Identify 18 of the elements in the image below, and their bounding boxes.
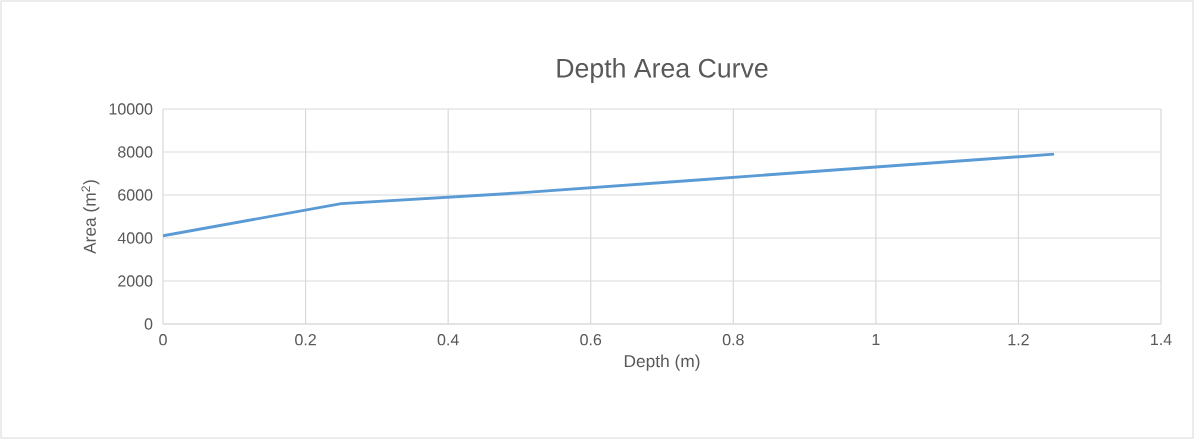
y-tick-label: 10000 bbox=[109, 103, 153, 115]
x-tick-label: 0.6 bbox=[580, 334, 602, 346]
line-series bbox=[163, 152, 1056, 238]
chart-title: Depth Area Curve bbox=[557, 58, 768, 83]
y-axis-title: Area (m$^{2}$) bbox=[81, 180, 100, 254]
y-tick-label: 2000 bbox=[118, 275, 153, 287]
y-tick-label: 4000 bbox=[117, 232, 153, 244]
x-tick-label: 0.4 bbox=[437, 334, 459, 346]
x-axis-title: Depth (m) bbox=[624, 354, 700, 371]
x-tick-label: 1.2 bbox=[1008, 334, 1029, 346]
y-tick-label: 0 bbox=[144, 318, 153, 330]
x-tick-label: 1 bbox=[872, 334, 880, 346]
x-tick-label: 0.2 bbox=[295, 334, 316, 346]
y-tick-label: 6000 bbox=[118, 189, 153, 201]
y-tick-label: 8000 bbox=[118, 146, 153, 158]
x-tick-label: 0 bbox=[159, 334, 167, 346]
x-tick-label: 1.4 bbox=[1151, 334, 1172, 346]
x-tick-label: 0.8 bbox=[722, 334, 744, 346]
